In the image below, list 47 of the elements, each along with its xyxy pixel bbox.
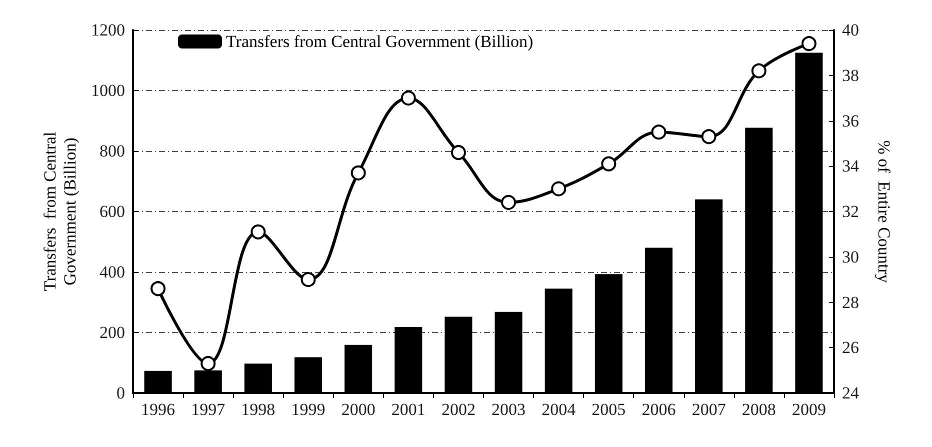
y-tick-label: 800: [100, 142, 125, 160]
y2-axis-title: % of Entire Country: [874, 140, 894, 284]
x-tick-label: 2004: [542, 400, 576, 419]
y2-tick-label: 26: [842, 338, 859, 358]
point: [501, 194, 516, 210]
x-tick-label: 2007: [692, 400, 726, 419]
x-tick-label: 2005: [592, 400, 626, 419]
y-tick-label: 1000: [91, 81, 125, 100]
y-tick-label: 0: [116, 384, 125, 402]
x-tick-label: 1999: [291, 400, 326, 419]
y2-tick-label: 30: [842, 247, 859, 266]
point: [450, 145, 466, 160]
point: [601, 156, 616, 172]
y-axis-title: Transfers from Central Government (Billion): [40, 132, 80, 292]
point: [200, 356, 216, 372]
legend-label: Transfers from Central Government (Billion): [226, 32, 534, 51]
x-tick-label: 2003: [492, 400, 526, 419]
x-tick-label: 2006: [642, 400, 676, 419]
point: [350, 165, 366, 180]
x-tick-label: 2008: [742, 400, 776, 419]
y2-tick-label: 34: [842, 156, 860, 176]
y-tick-label: 1200: [91, 20, 125, 40]
point: [300, 272, 316, 288]
x-tick-label: 1997: [191, 400, 226, 419]
y-tick-label: 600: [100, 202, 125, 221]
y-tick-label: 200: [100, 323, 125, 342]
x-tick-label: 2000: [341, 400, 376, 419]
y2-tick-label: 28: [842, 292, 859, 312]
x-tick-label: 1998: [241, 400, 276, 419]
x-tick-label: 1996: [141, 400, 176, 419]
point: [651, 124, 666, 140]
x-tick-label: 2001: [391, 400, 426, 419]
y2-tick-label: 32: [842, 202, 859, 221]
y2-tick-label: 40: [842, 20, 859, 40]
point: [250, 224, 266, 240]
y-tick-label: 400: [100, 262, 125, 282]
y2-tick-label: 24: [842, 384, 860, 402]
point: [751, 63, 766, 78]
point: [701, 129, 716, 144]
point: [400, 90, 416, 106]
x-tick-label: 2009: [792, 400, 826, 419]
point: [551, 181, 566, 196]
point: [150, 281, 166, 296]
point: [801, 36, 816, 52]
y2-tick-label: 36: [842, 111, 859, 130]
x-tick-label: 2002: [441, 400, 476, 419]
y2-tick-label: 38: [842, 66, 859, 85]
